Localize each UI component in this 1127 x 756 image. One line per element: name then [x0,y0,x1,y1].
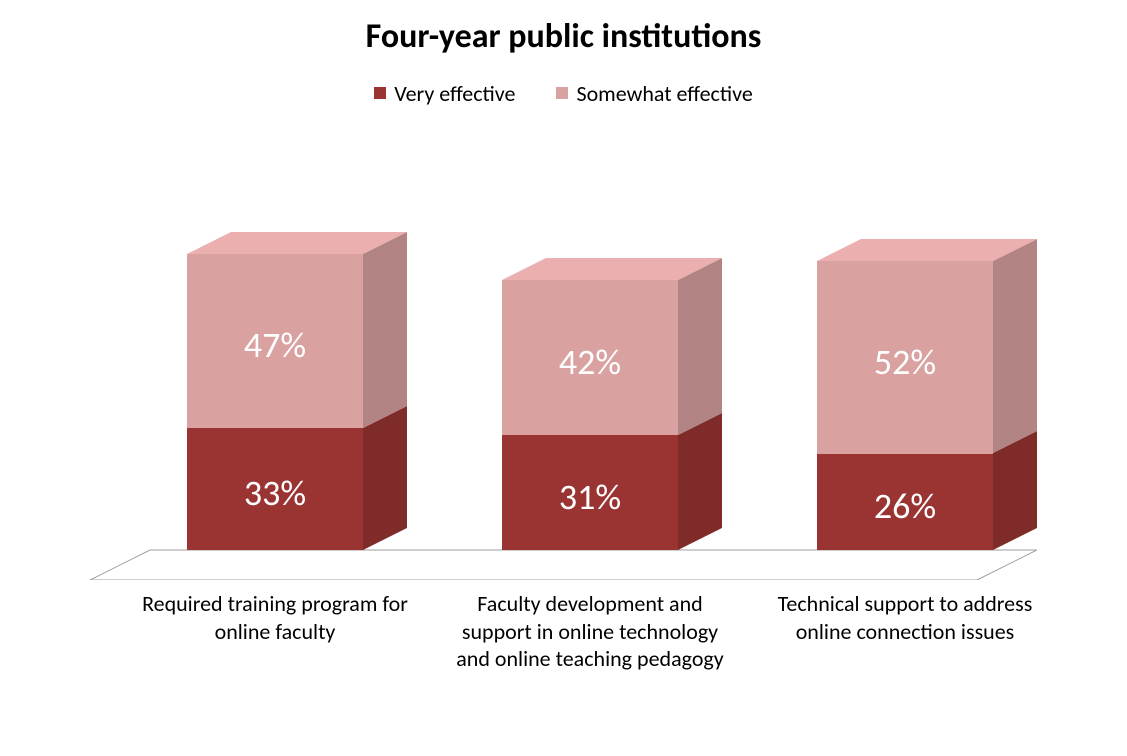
bar-seg-very-1: 31% [502,435,678,550]
bar-front-2: 26% 52% [817,261,993,550]
chart-container: Four-year public institutions Very effec… [0,0,1127,756]
bar-top-shape-icon [817,239,1037,261]
bar-seg-very-2: 26% [817,454,993,550]
bar-side-somewhat-0 [363,232,407,428]
x-label-1: Faculty development and support in onlin… [450,590,730,673]
chart-title: Four-year public institutions [0,16,1127,57]
bar-seg-somewhat-2: 52% [817,261,993,453]
legend-swatch-somewhat-effective [556,87,568,99]
x-label-2: Technical support to address online conn… [765,590,1045,645]
bar-1: 31% 42% [502,280,678,550]
bar-side-very-0 [363,406,407,550]
bar-seg-very-0: 33% [187,428,363,550]
bar-side-somewhat-2 [993,239,1037,453]
value-label-somewhat-2: 52% [817,340,993,384]
chart-legend: Very effective Somewhat effective [0,78,1127,107]
bar-2: 26% 52% [817,261,993,550]
bar-top-shape-icon [187,232,407,254]
legend-swatch-very-effective [374,87,386,99]
bar-side-0 [363,232,407,550]
bar-side-1 [678,258,722,550]
bar-side-very-1 [678,413,722,550]
plot-area: 33% 47% 31% 42% 26% 52% [90,150,1037,580]
value-label-somewhat-0: 47% [187,323,363,367]
bar-0: 33% 47% [187,254,363,550]
value-label-somewhat-1: 42% [502,340,678,384]
legend-item-somewhat-effective: Somewhat effective [556,80,752,107]
x-label-0: Required training program for online fac… [135,590,415,645]
legend-label-somewhat-effective: Somewhat effective [576,80,752,107]
bar-front-1: 31% 42% [502,280,678,550]
value-label-very-1: 31% [502,475,678,519]
legend-item-very-effective: Very effective [374,80,515,107]
bar-side-2 [993,239,1037,550]
bar-side-somewhat-1 [678,258,722,435]
bar-top-shape-icon [502,258,722,280]
bar-seg-somewhat-1: 42% [502,280,678,435]
legend-label-very-effective: Very effective [394,80,515,107]
value-label-very-0: 33% [187,471,363,515]
bar-front-0: 33% 47% [187,254,363,550]
value-label-very-2: 26% [817,484,993,528]
bar-seg-somewhat-0: 47% [187,254,363,428]
